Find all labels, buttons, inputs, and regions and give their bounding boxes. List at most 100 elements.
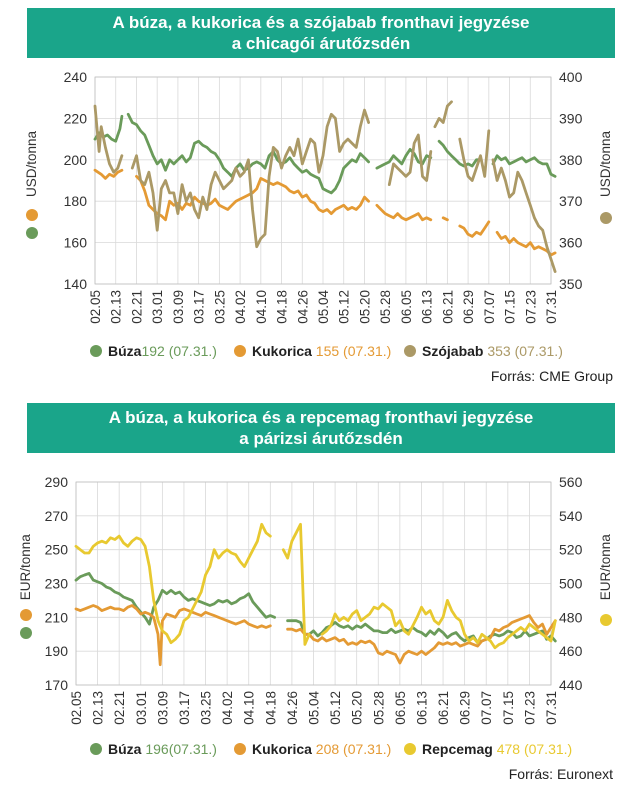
y-left-tick-label: 230 [45, 576, 69, 592]
y-left-legend-dot [26, 209, 38, 221]
x-tick-label: 04.02 [233, 290, 248, 324]
y-right-tick-label: 400 [559, 69, 583, 85]
y-right-tick-label: 390 [559, 110, 583, 126]
legend-dot [234, 743, 246, 755]
x-tick-label: 06.29 [461, 290, 476, 324]
x-tick-label: 06.21 [436, 691, 451, 725]
x-tick-label: 02.21 [129, 290, 144, 324]
y-right-axis-label: USD/tonna [598, 130, 613, 197]
x-tick-label: 03.09 [171, 290, 186, 324]
y-right-tick-label: 540 [559, 508, 583, 524]
x-tick-label: 07.23 [523, 290, 538, 324]
x-tick-label: 04.26 [285, 691, 300, 725]
legend-entry: Kukorica 155 (07.31.) [252, 343, 391, 359]
y-left-legend-dot [20, 627, 32, 639]
x-tick-label: 05.28 [378, 290, 393, 324]
y-right-tick-label: 520 [559, 542, 583, 558]
y-left-tick-label: 170 [45, 677, 69, 693]
legend-series-value: 478 (07.31.) [493, 741, 572, 757]
x-tick-label: 02.05 [69, 691, 84, 725]
y-left-legend-dot [20, 609, 32, 621]
x-tick-label: 03.01 [150, 290, 165, 324]
paris-price-chart: 290 270 250 230 210 190 170 560 540 520 500 480 460 4… [0, 466, 642, 796]
x-tick-label: 07.15 [501, 691, 516, 725]
legend-entry: Kukorica 208 (07.31.) [252, 741, 391, 757]
chart2-title-line1: A búza, a kukorica és a repcemag frontha… [108, 408, 534, 427]
x-tick-label: 02.05 [88, 290, 103, 324]
series-line-szójabab [458, 129, 491, 182]
x-tick-label: 07.31 [544, 290, 559, 324]
y-right-tick-label: 440 [559, 677, 583, 693]
series-line-repcemag [74, 522, 272, 645]
legend-series-name: Kukorica [252, 741, 312, 757]
series-line-szójabab [433, 100, 453, 129]
x-tick-label: 04.18 [263, 691, 278, 725]
y-left-tick-label: 270 [45, 508, 69, 524]
y-left-axis-label: USD/tonna [24, 130, 39, 197]
legend-dot [404, 743, 416, 755]
x-tick-label: 05.04 [307, 691, 322, 725]
legend-series-name: Szójabab [422, 343, 483, 359]
series-line-repcemag [320, 598, 557, 650]
legend-series-value: 192 (07.31.) [141, 343, 217, 359]
chart1-title-line2: a chicagói árutőzsdén [231, 34, 411, 53]
series-line-kukorica [286, 614, 557, 665]
x-tick-label: 06.13 [420, 290, 435, 324]
chart1-title-line1: A búza, a kukorica és a szójabab frontha… [112, 13, 530, 32]
y-right-axis-label: EUR/tonna [598, 534, 613, 601]
x-tick-label: 04.18 [275, 290, 290, 324]
y-left-tick-label: 240 [64, 69, 88, 85]
chart1-title-banner: A búza, a kukorica és a szójabab frontha… [27, 8, 615, 58]
legend-entry: Búza192 (07.31.) [108, 343, 217, 359]
x-tick-label: 04.10 [254, 290, 269, 324]
y-right-tick-label: 370 [559, 193, 583, 209]
legend-dot [90, 743, 102, 755]
y-right-tick-label: 480 [559, 609, 583, 625]
y-right-legend-dot [600, 614, 612, 626]
x-tick-label: 07.07 [482, 290, 497, 324]
source-note: Forrás: Euronext [509, 766, 613, 782]
series-line-szójabab [130, 108, 371, 249]
x-tick-label: 02.13 [109, 290, 124, 324]
legend-series-name: Kukorica [252, 343, 312, 359]
x-tick-label: 05.28 [371, 691, 386, 725]
legend-series-value: 208 (07.31.) [312, 741, 391, 757]
x-tick-label: 03.09 [155, 691, 170, 725]
series-line-búza [491, 154, 557, 178]
x-tick-label: 06.05 [399, 290, 414, 324]
y-left-tick-label: 190 [45, 643, 69, 659]
x-tick-label: 06.29 [458, 691, 473, 725]
x-tick-label: 07.23 [522, 691, 537, 725]
x-tick-label: 05.04 [316, 290, 331, 324]
y-left-tick-label: 180 [64, 193, 88, 209]
x-tick-label: 05.20 [357, 290, 372, 324]
series-line-kukorica [495, 230, 557, 257]
series-line-búza [74, 572, 277, 626]
y-left-tick-label: 140 [64, 276, 88, 292]
y-left-tick-label: 210 [45, 609, 69, 625]
x-tick-label: 05.12 [328, 691, 343, 725]
chart2-title-banner: A búza, a kukorica és a repcemag frontha… [27, 403, 615, 453]
series-line-kukorica [74, 604, 272, 667]
y-left-legend-dot [26, 227, 38, 239]
series-line-kukorica [458, 220, 491, 238]
source-note: Forrás: CME Group [491, 368, 613, 384]
y-right-legend-dot [600, 212, 612, 224]
legend-series-name: Repcemag [422, 741, 493, 757]
y-right-tick-label: 560 [559, 474, 583, 490]
series-line-kukorica [441, 216, 449, 222]
y-left-tick-label: 200 [64, 152, 88, 168]
y-right-tick-label: 360 [559, 235, 583, 251]
series-line-kukorica [93, 168, 124, 180]
legend-series-name: Búza [108, 741, 142, 757]
x-tick-label: 03.01 [134, 691, 149, 725]
legend-dot [404, 345, 416, 357]
x-tick-label: 03.25 [212, 290, 227, 324]
x-tick-label: 06.21 [440, 290, 455, 324]
x-tick-label: 03.17 [192, 290, 207, 324]
legend-entry: Repcemag 478 (07.31.) [422, 741, 572, 757]
x-tick-label: 02.13 [91, 691, 106, 725]
y-left-tick-label: 290 [45, 474, 69, 490]
chicago-chart-svg: 240 220 200 180 160 140 400 390 380 370 360 350 02.0… [24, 69, 613, 384]
x-tick-label: 06.05 [393, 691, 408, 725]
